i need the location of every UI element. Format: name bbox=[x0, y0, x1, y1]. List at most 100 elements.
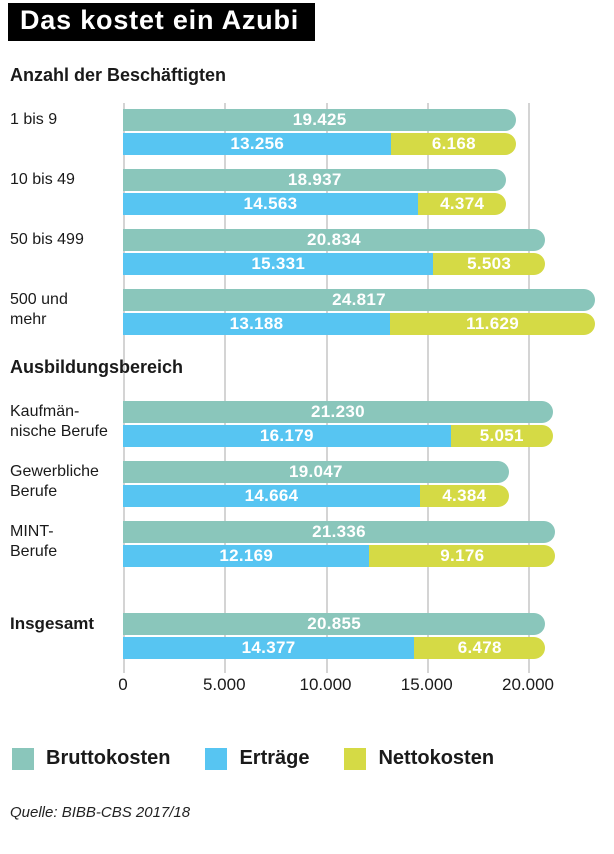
section-header: Anzahl der Beschäftigten bbox=[10, 65, 227, 85]
bar-value: 19.047 bbox=[288, 462, 343, 481]
ertraege-segment: 14.563 bbox=[123, 193, 418, 215]
axis-tick-label: 10.000 bbox=[299, 675, 352, 694]
legend-item-ertraege: Erträge bbox=[205, 747, 309, 770]
category-label: Kaufmän-nische Berufe bbox=[10, 403, 108, 440]
nettokosten-segment: 11.629 bbox=[390, 313, 595, 335]
bar-value: 12.169 bbox=[219, 546, 274, 565]
chart-row: Gewerbliche Berufe 19.047 14.664 4.384 bbox=[0, 461, 614, 507]
bar-value: 5.051 bbox=[479, 426, 524, 445]
bruttokosten-bar: 21.230 bbox=[123, 401, 553, 423]
category-label: 500 und mehr bbox=[10, 291, 68, 328]
ertraege-segment: 14.664 bbox=[123, 485, 420, 507]
bar-value: 20.834 bbox=[307, 230, 361, 249]
bar-value: 13.256 bbox=[230, 134, 285, 153]
ertraege-netto-stacked-bar: 14.563 4.374 bbox=[123, 193, 507, 215]
source-note: Quelle: BIBB-CBS 2017/18 bbox=[10, 804, 191, 821]
nettokosten-segment: 6.168 bbox=[391, 133, 517, 155]
legend: Bruttokosten Erträge Nettokosten bbox=[12, 747, 614, 770]
bruttokosten-bar: 20.834 bbox=[123, 229, 545, 251]
category-label: 1 bis 9 bbox=[10, 111, 58, 128]
ertraege-segment: 13.188 bbox=[123, 313, 391, 335]
ertraege-netto-stacked-bar: 14.664 4.384 bbox=[123, 485, 509, 507]
bruttokosten-bar: 24.817 bbox=[123, 289, 595, 311]
nettokosten-segment: 5.051 bbox=[450, 425, 553, 447]
nettokosten-segment: 5.503 bbox=[433, 253, 545, 275]
bar-value: 21.230 bbox=[311, 402, 365, 421]
bar-value: 19.425 bbox=[292, 110, 347, 129]
bar-value: 16.179 bbox=[259, 426, 314, 445]
legend-item-bruttokosten: Bruttokosten bbox=[12, 747, 170, 770]
section-header: Ausbildungsbereich bbox=[10, 357, 184, 377]
chart-row: MINT- Berufe 21.336 12.169 9.176 bbox=[0, 521, 614, 567]
axis-tick-label: 0 bbox=[118, 675, 128, 694]
nettokosten-segment: 9.176 bbox=[369, 545, 556, 567]
bar-value: 21.336 bbox=[312, 522, 366, 541]
ertraege-netto-stacked-bar: 15.331 5.503 bbox=[123, 253, 545, 275]
page-title: Das kostet ein Azubi bbox=[8, 3, 316, 41]
bar-pair: 21.230 16.179 5.051 bbox=[123, 401, 595, 447]
ertraege-segment: 13.256 bbox=[123, 133, 392, 155]
legend-label: Erträge bbox=[239, 747, 310, 769]
bar-value: 11.629 bbox=[466, 314, 519, 333]
bar-value: 5.503 bbox=[467, 254, 512, 273]
chart-body: Anzahl der Beschäftigten 1 bis 9 19.425 13.… bbox=[0, 65, 614, 659]
axis-tick-label: 15.000 bbox=[400, 675, 453, 694]
chart-row: 1 bis 9 19.425 13.256 6.168 bbox=[0, 109, 614, 155]
bar-value: 6.478 bbox=[457, 638, 502, 657]
legend-label: Bruttokosten bbox=[46, 747, 171, 769]
chart-row: Insgesamt 20.855 14.377 6.478 bbox=[0, 613, 614, 659]
bar-value: 14.664 bbox=[244, 486, 299, 505]
nettokosten-segment: 4.384 bbox=[419, 485, 509, 507]
bar-pair: 18.937 14.563 4.374 bbox=[123, 169, 595, 215]
ertraege-netto-stacked-bar: 14.377 6.478 bbox=[123, 637, 546, 659]
ertraege-netto-stacked-bar: 13.188 11.629 bbox=[123, 313, 595, 335]
nettokosten-segment: 4.374 bbox=[417, 193, 507, 215]
bar-value: 14.377 bbox=[241, 638, 296, 657]
infographic: Das kostet ein Azubi Anzahl der Beschäft… bbox=[0, 3, 614, 821]
ertraege-netto-stacked-bar: 13.256 6.168 bbox=[123, 133, 517, 155]
category-label: MINT- Berufe bbox=[10, 523, 58, 560]
axis-tick-label: 20.000 bbox=[502, 675, 554, 694]
bar-value: 13.188 bbox=[229, 314, 284, 333]
nettokosten-segment: 6.478 bbox=[414, 637, 546, 659]
x-axis: 0 5.000 10.000 15.000 20.000 bbox=[0, 675, 614, 695]
bar-pair: 21.336 12.169 9.176 bbox=[123, 521, 595, 567]
bar-value: 6.168 bbox=[431, 134, 476, 153]
bruttokosten-bar: 18.937 bbox=[123, 169, 507, 191]
ertraege-netto-stacked-bar: 12.169 9.176 bbox=[123, 545, 556, 567]
bar-value: 24.817 bbox=[332, 290, 386, 309]
bar-chart: Anzahl der Beschäftigten 1 bis 9 19.425 13.… bbox=[0, 65, 614, 695]
bruttokosten-bar: 19.047 bbox=[123, 461, 509, 483]
bar-value: 4.374 bbox=[440, 194, 485, 213]
chart-row: 50 bis 499 20.834 15.331 5.503 bbox=[0, 229, 614, 275]
chart-row: 500 und mehr 24.817 13.188 11.629 bbox=[0, 289, 614, 335]
category-label: 10 bis 49 bbox=[10, 171, 75, 188]
bruttokosten-bar: 21.336 bbox=[123, 521, 556, 543]
ertraege-segment: 16.179 bbox=[123, 425, 451, 447]
category-label: Insgesamt bbox=[10, 614, 95, 633]
page-title-text: Das kostet ein Azubi bbox=[20, 5, 300, 35]
bar-value: 14.563 bbox=[243, 194, 298, 213]
chart-row: 10 bis 49 18.937 14.563 4.374 bbox=[0, 169, 614, 215]
bar-pair: 20.834 15.331 5.503 bbox=[123, 229, 595, 275]
bar-value: 18.937 bbox=[287, 170, 342, 189]
legend-item-nettokosten: Nettokosten bbox=[344, 747, 494, 770]
ertraege-netto-stacked-bar: 16.179 5.051 bbox=[123, 425, 553, 447]
nettokosten-swatch-icon bbox=[344, 747, 367, 770]
category-label: Gewerbliche Berufe bbox=[10, 463, 99, 500]
bruttokosten-swatch-icon bbox=[12, 747, 34, 770]
axis-tick-label: 5.000 bbox=[202, 675, 246, 694]
bar-pair: 19.425 13.256 6.168 bbox=[123, 109, 595, 155]
bar-value: 9.176 bbox=[440, 546, 485, 565]
ertraege-segment: 15.331 bbox=[123, 253, 434, 275]
category-label: 50 bis 499 bbox=[10, 231, 84, 248]
bar-pair: 20.855 14.377 6.478 bbox=[123, 613, 595, 659]
ertraege-segment: 12.169 bbox=[123, 545, 370, 567]
bar-pair: 24.817 13.188 11.629 bbox=[123, 289, 595, 335]
ertraege-segment: 14.377 bbox=[123, 637, 415, 659]
bruttokosten-bar: 19.425 bbox=[123, 109, 517, 131]
legend-label: Nettokosten bbox=[378, 747, 495, 769]
bar-value: 20.855 bbox=[307, 614, 362, 633]
ertraege-swatch-icon bbox=[205, 747, 228, 770]
bar-value: 15.331 bbox=[251, 254, 306, 273]
